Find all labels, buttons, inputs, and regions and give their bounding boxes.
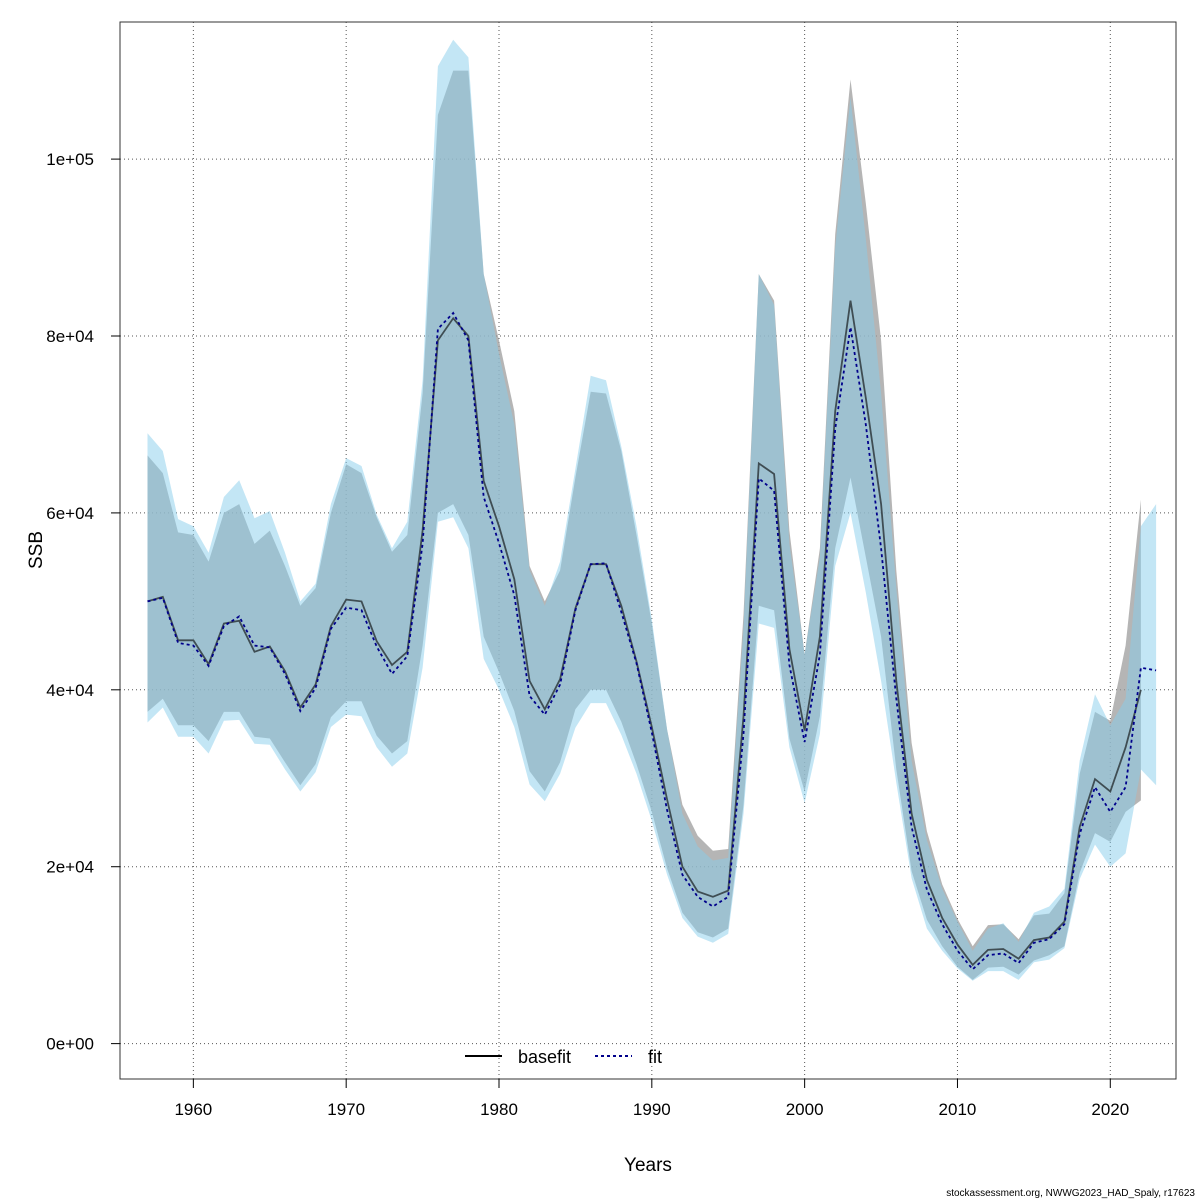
y-tick-label-4: 8e+04 (46, 327, 94, 346)
x-tick-label-1990: 1990 (633, 1100, 671, 1119)
fit-line (147, 311, 1157, 971)
grid-lines (120, 22, 1176, 1079)
basefit-confidence-band (147, 70, 1141, 980)
y-tick-label-0: 0e+00 (46, 1035, 94, 1054)
y-tick-label-1: 2e+04 (46, 858, 94, 877)
y-axis: 0e+00 2e+04 4e+04 6e+04 8e+04 1e+05 (46, 150, 120, 1054)
legend: basefit fit (465, 1047, 662, 1067)
caption: stockassessment.org, NWWG2023_HAD_Spaly,… (946, 1188, 1195, 1199)
x-tick-label-1970: 1970 (327, 1100, 365, 1119)
x-tick-label-1960: 1960 (174, 1100, 212, 1119)
y-axis-title: SSB (26, 531, 47, 569)
y-tick-label-2: 4e+04 (46, 681, 94, 700)
legend-basefit-label: basefit (518, 1047, 571, 1067)
x-tick-label-2010: 2010 (939, 1100, 977, 1119)
plot-frame (119, 21, 1177, 1080)
x-tick-label-2020: 2020 (1091, 1100, 1129, 1119)
x-axis: 1960 1970 1980 1990 2000 2010 2020 (174, 1079, 1129, 1119)
x-tick-label-1980: 1980 (480, 1100, 518, 1119)
x-axis-title: Years (624, 1155, 672, 1176)
legend-fit-label: fit (648, 1047, 662, 1067)
x-tick-label-2000: 2000 (786, 1100, 824, 1119)
y-tick-label-3: 6e+04 (46, 504, 94, 523)
y-tick-label-5: 1e+05 (46, 150, 94, 169)
series-lines (147, 300, 1157, 971)
